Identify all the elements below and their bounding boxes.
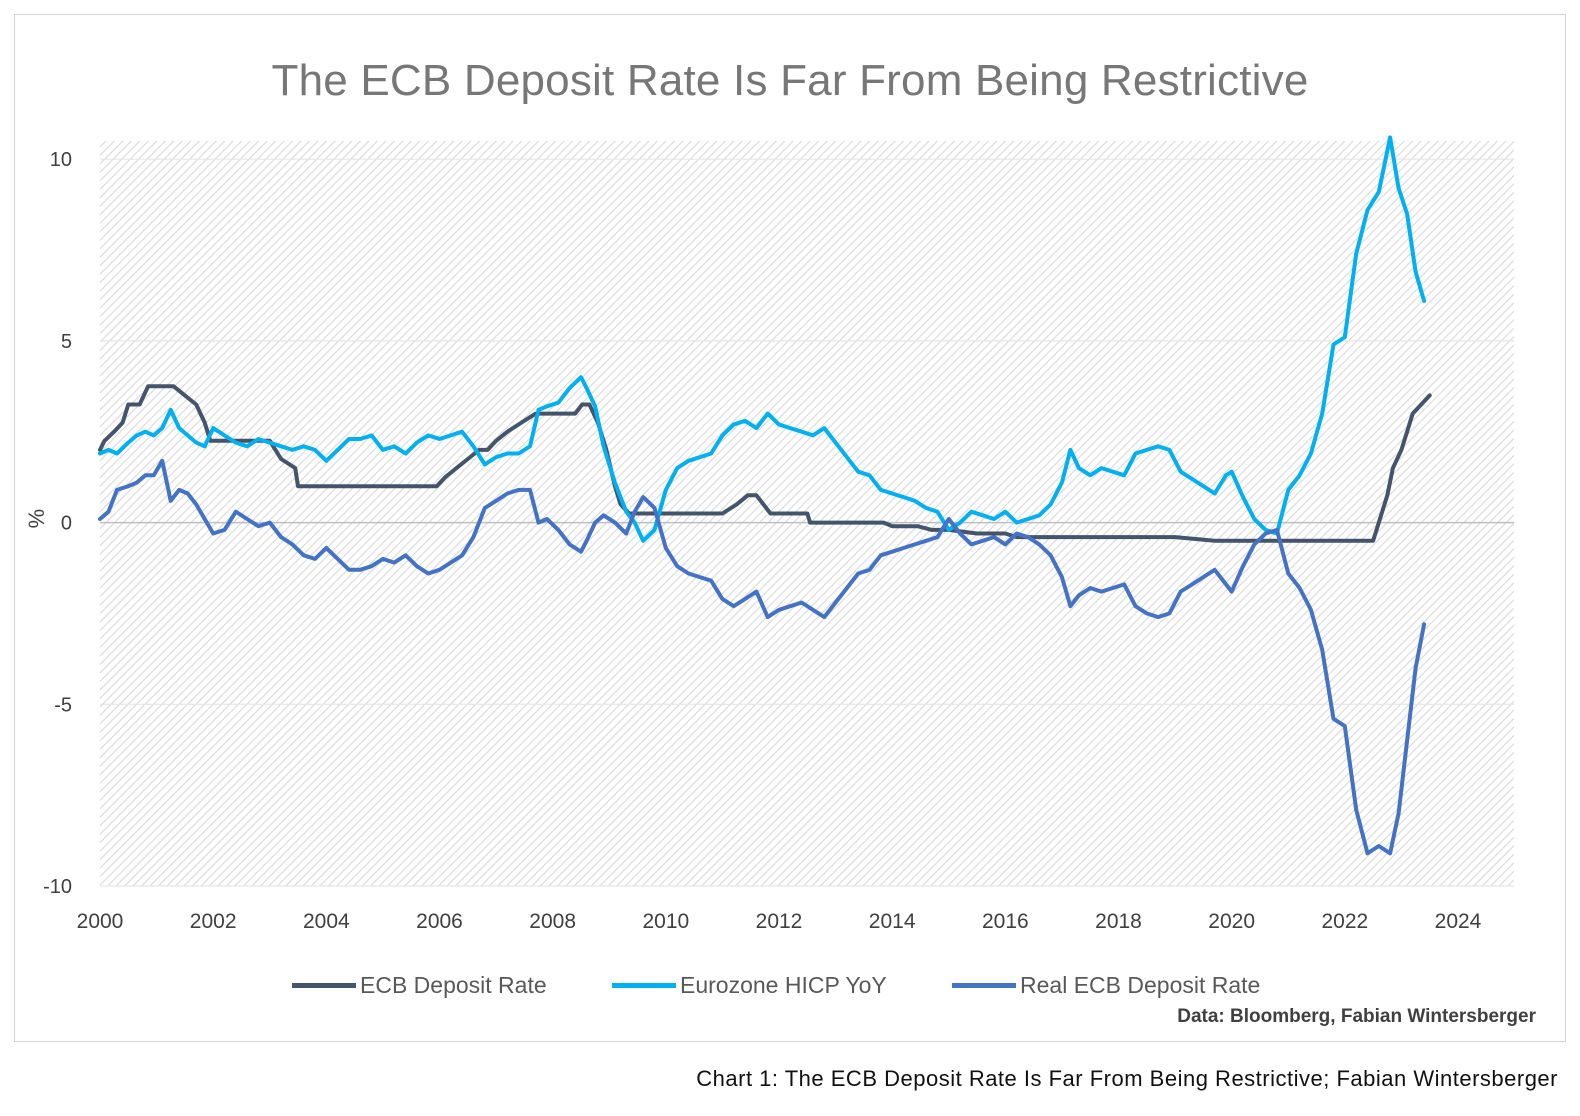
x-tick-label: 2020 xyxy=(1208,910,1255,933)
chart-title: The ECB Deposit Rate Is Far From Being R… xyxy=(271,56,1309,105)
legend-label-real-ecb-deposit-rate: Real ECB Deposit Rate xyxy=(1020,971,1261,998)
x-tick-label: 2016 xyxy=(982,910,1029,933)
y-tick-label: 5 xyxy=(61,331,72,353)
legend-item-eurozone-hicp: Eurozone HICP YoY xyxy=(612,970,887,1000)
x-tick-label: 2022 xyxy=(1321,910,1368,933)
legend-swatch-eurozone-hicp xyxy=(612,982,676,988)
figure-caption: Chart 1: The ECB Deposit Rate Is Far Fro… xyxy=(696,1066,1558,1091)
x-tick-label: 2004 xyxy=(303,910,350,933)
x-tick-label: 2012 xyxy=(756,910,803,933)
x-tick-label: 2014 xyxy=(869,910,916,933)
legend-swatch-ecb-deposit-rate xyxy=(292,982,356,988)
y-axis-label: % xyxy=(24,509,49,529)
y-tick-label: -5 xyxy=(54,694,72,716)
data-source-note: Data: Bloomberg, Fabian Wintersberger xyxy=(1177,1006,1536,1027)
y-tick-label: 0 xyxy=(61,513,72,535)
x-tick-label: 2024 xyxy=(1435,910,1482,933)
x-tick-label: 2018 xyxy=(1095,910,1142,933)
x-tick-label: 2006 xyxy=(416,910,463,933)
series-line-real-ecb-deposit-rate xyxy=(98,458,1427,856)
legend-swatch-real-ecb-deposit-rate xyxy=(952,982,1016,988)
legend-item-real-ecb-deposit-rate: Real ECB Deposit Rate xyxy=(952,970,1260,1000)
x-tick-label: 2010 xyxy=(642,910,689,933)
y-axis-ticks: 10 5 0 -5 -10 xyxy=(43,149,72,898)
legend-label-eurozone-hicp: Eurozone HICP YoY xyxy=(680,971,887,998)
x-tick-label: 2000 xyxy=(77,910,124,933)
legend-item-ecb-deposit-rate: ECB Deposit Rate xyxy=(292,970,547,1000)
x-tick-label: 2008 xyxy=(529,910,576,933)
series-lines xyxy=(98,135,1432,856)
x-axis-ticks: 2000 2002 2004 2006 2008 2010 2012 2014 2016 2018… xyxy=(77,910,1482,933)
series-line-eurozone-hicp-yoy xyxy=(98,135,1427,543)
y-tick-label: 10 xyxy=(50,149,72,171)
y-tick-label: -10 xyxy=(43,876,72,898)
x-tick-label: 2002 xyxy=(190,910,237,933)
legend-label-ecb-deposit-rate: ECB Deposit Rate xyxy=(360,971,547,998)
